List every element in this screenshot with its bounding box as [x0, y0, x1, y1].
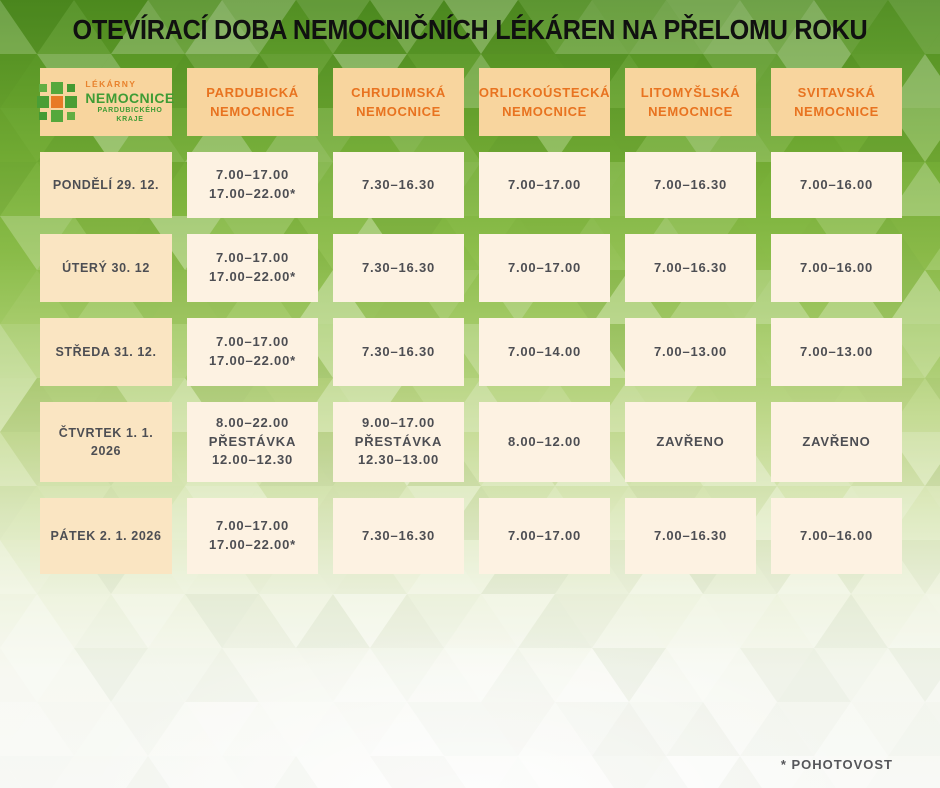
hours-cell: 7.00–16.00 — [771, 152, 902, 218]
schedule-table: LÉKÁRNY NEMOCNICE PARDUBICKÉHO KRAJE PAR… — [37, 68, 902, 574]
hours-cell: 8.00–12.00 — [479, 402, 610, 482]
hours-cell: ZAVŘENO — [771, 402, 902, 482]
footnote: * POHOTOVOST — [780, 757, 893, 772]
hours-cell: 7.00–17.00 — [479, 234, 610, 302]
hours-cell: 9.00–17.00 PŘESTÁVKA 12.30–13.00 — [333, 402, 464, 482]
column-header-litomyslska: LITOMYŠLSKÁ NEMOCNICE — [625, 68, 756, 136]
column-header-orlickoustecka: ORLICKOÚSTECKÁ NEMOCNICE — [479, 68, 610, 136]
hours-cell: 7.00–16.00 — [771, 498, 902, 574]
hours-cell: 7.00–17.00 17.00–22.00* — [187, 152, 318, 218]
column-header-chrudimska: CHRUDIMSKÁ NEMOCNICE — [333, 68, 464, 136]
pharmacy-cross-icon — [37, 82, 78, 122]
column-header-pardubicka: PARDUBICKÁ NEMOCNICE — [187, 68, 318, 136]
column-header-svitavska: SVITAVSKÁ NEMOCNICE — [771, 68, 902, 136]
hours-cell: 7.30–16.30 — [333, 152, 464, 218]
hours-cell: 7.00–17.00 — [479, 498, 610, 574]
logo: LÉKÁRNY NEMOCNICE PARDUBICKÉHO KRAJE — [37, 68, 174, 136]
hours-cell: 7.00–17.00 — [479, 152, 610, 218]
day-label: ÚTERÝ 30. 12 — [40, 234, 172, 302]
page-title: OTEVÍRACÍ DOBA NEMOCNIČNÍCH LÉKÁREN NA P… — [72, 14, 868, 45]
logo-kraj-label: PARDUBICKÉHO KRAJE — [97, 107, 163, 124]
hours-cell: 7.30–16.30 — [333, 318, 464, 386]
hours-cell: 8.00–22.00 PŘESTÁVKA 12.00–12.30 — [187, 402, 318, 482]
hours-cell: ZAVŘENO — [625, 402, 756, 482]
hours-cell: 7.00–17.00 17.00–22.00* — [187, 318, 318, 386]
hours-cell: 7.00–16.30 — [625, 498, 756, 574]
hours-cell: 7.00–16.30 — [625, 152, 756, 218]
day-label: PÁTEK 2. 1. 2026 — [40, 498, 172, 574]
day-label: STŘEDA 31. 12. — [40, 318, 172, 386]
hours-cell: 7.00–13.00 — [625, 318, 756, 386]
hours-cell: 7.00–13.00 — [771, 318, 902, 386]
day-label: PONDĚLÍ 29. 12. — [40, 152, 172, 218]
hours-cell: 7.00–17.00 17.00–22.00* — [187, 498, 318, 574]
hours-cell: 7.30–16.30 — [333, 234, 464, 302]
logo-lekarny-label: LÉKÁRNY — [85, 79, 137, 90]
logo-text: LÉKÁRNY NEMOCNICE PARDUBICKÉHO KRAJE — [85, 79, 174, 125]
hours-cell: 7.00–16.30 — [625, 234, 756, 302]
hours-cell: 7.00–16.00 — [771, 234, 902, 302]
hours-cell: 7.30–16.30 — [333, 498, 464, 574]
logo-nemocnice-label: NEMOCNICE — [85, 89, 175, 106]
hours-cell: 7.00–17.00 17.00–22.00* — [187, 234, 318, 302]
day-label: ČTVRTEK 1. 1. 2026 — [40, 402, 172, 482]
hours-cell: 7.00–14.00 — [479, 318, 610, 386]
